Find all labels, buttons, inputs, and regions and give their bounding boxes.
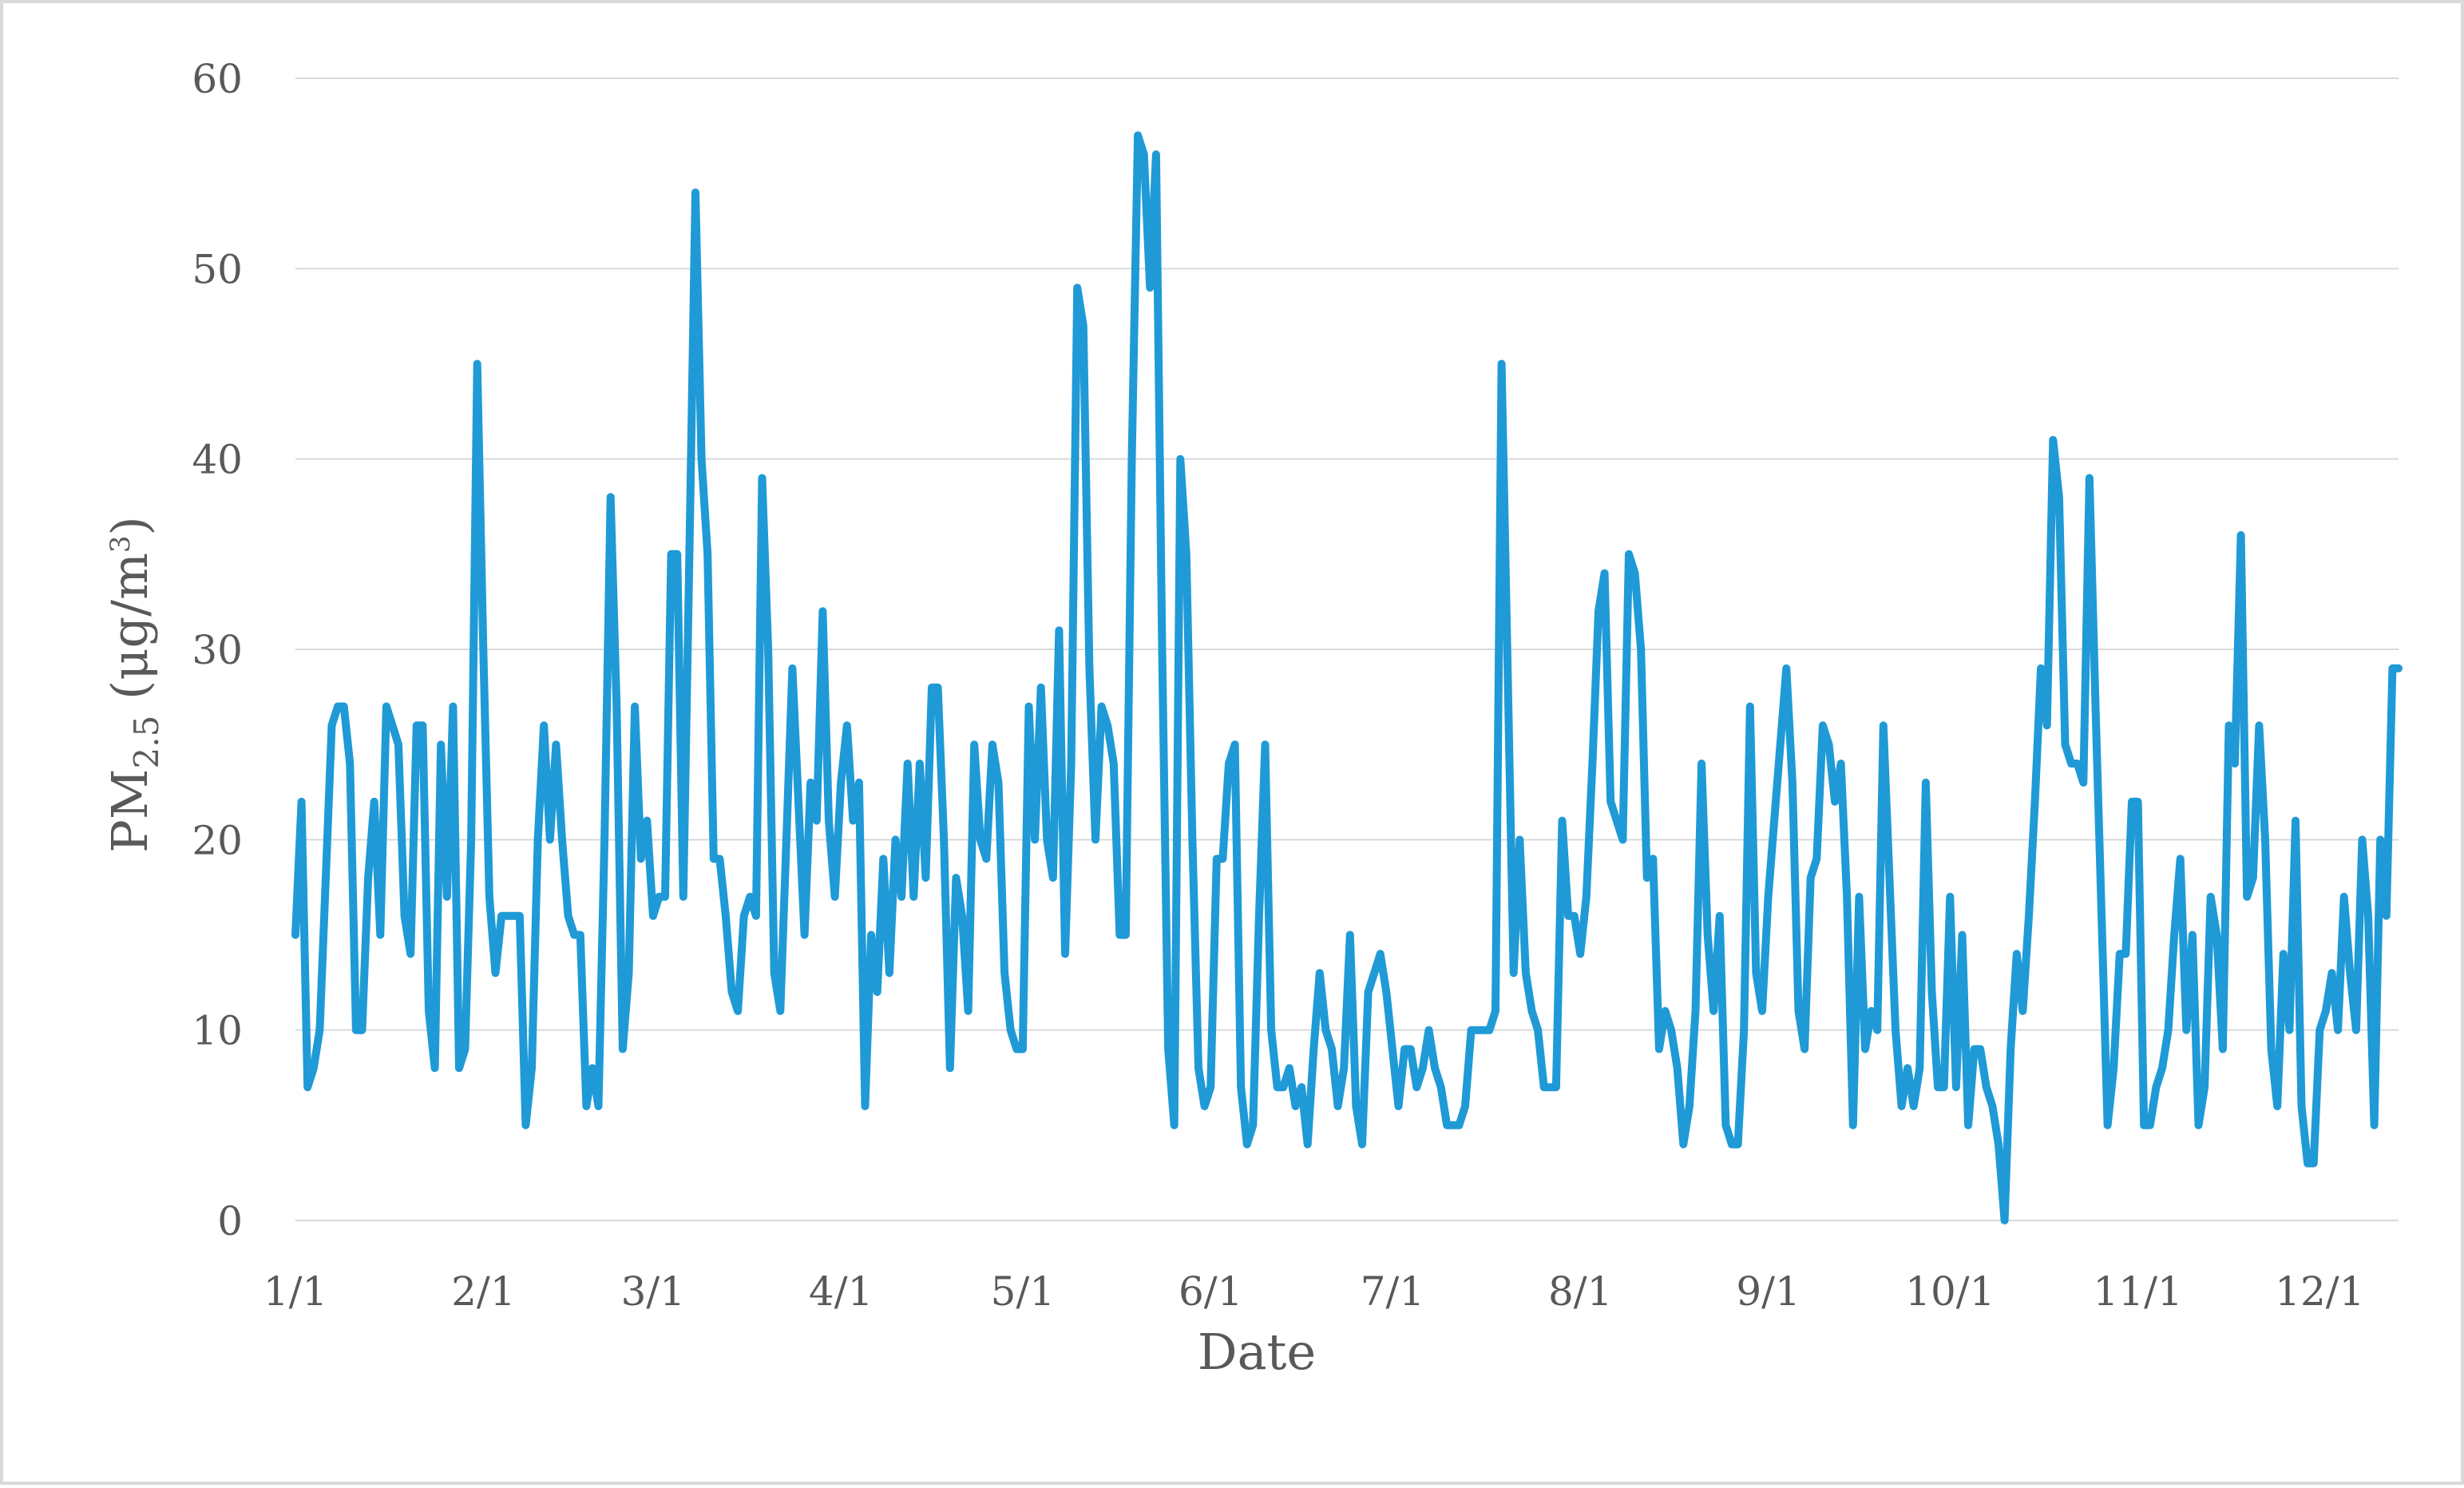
y-axis-title-unit-close: ) xyxy=(101,516,159,535)
pm25-line-chart: 0 10 20 30 40 50 60 1/1 2/1 3/1 4/1 5/1 6/1 7/1 8/1 9/… xyxy=(101,56,2403,1381)
x-tick-label: 7/1 xyxy=(1361,1268,1424,1315)
y-tick-label: 40 xyxy=(192,437,243,483)
y-axis-ticks: 0 10 20 30 40 50 60 xyxy=(192,56,243,1244)
y-axis-title-superscript: 3 xyxy=(105,536,137,554)
x-tick-label: 9/1 xyxy=(1736,1268,1800,1315)
x-tick-label: 3/1 xyxy=(621,1268,685,1315)
y-axis-title-subscript: 2.5 xyxy=(127,716,166,769)
x-axis-title: Date xyxy=(1198,1323,1316,1381)
x-tick-label: 11/1 xyxy=(2093,1268,2182,1315)
x-tick-label: 10/1 xyxy=(1905,1268,1995,1315)
x-tick-label: 8/1 xyxy=(1548,1268,1612,1315)
y-tick-label: 30 xyxy=(192,627,243,673)
x-axis-ticks: 1/1 2/1 3/1 4/1 5/1 6/1 7/1 8/1 9/1 10/1 11/1 12/1 xyxy=(263,1268,2365,1315)
series-layer xyxy=(291,131,2403,1224)
y-axis-title: PM2.5 (μg/m3) xyxy=(101,516,166,852)
x-tick-label: 4/1 xyxy=(809,1268,873,1315)
series-line xyxy=(291,131,2403,1224)
y-tick-label: 10 xyxy=(192,1008,243,1054)
y-tick-label: 0 xyxy=(217,1198,243,1244)
y-axis-title-unit: (μg/m xyxy=(101,553,159,716)
x-tick-label: 12/1 xyxy=(2275,1268,2364,1315)
x-tick-label: 5/1 xyxy=(991,1268,1055,1315)
x-tick-label: 1/1 xyxy=(263,1268,327,1315)
y-tick-label: 60 xyxy=(192,56,243,102)
x-tick-label: 6/1 xyxy=(1179,1268,1242,1315)
y-tick-label: 20 xyxy=(192,817,243,863)
y-axis-title-base: PM xyxy=(101,769,159,853)
x-tick-label: 2/1 xyxy=(451,1268,515,1315)
y-tick-label: 50 xyxy=(192,246,243,292)
